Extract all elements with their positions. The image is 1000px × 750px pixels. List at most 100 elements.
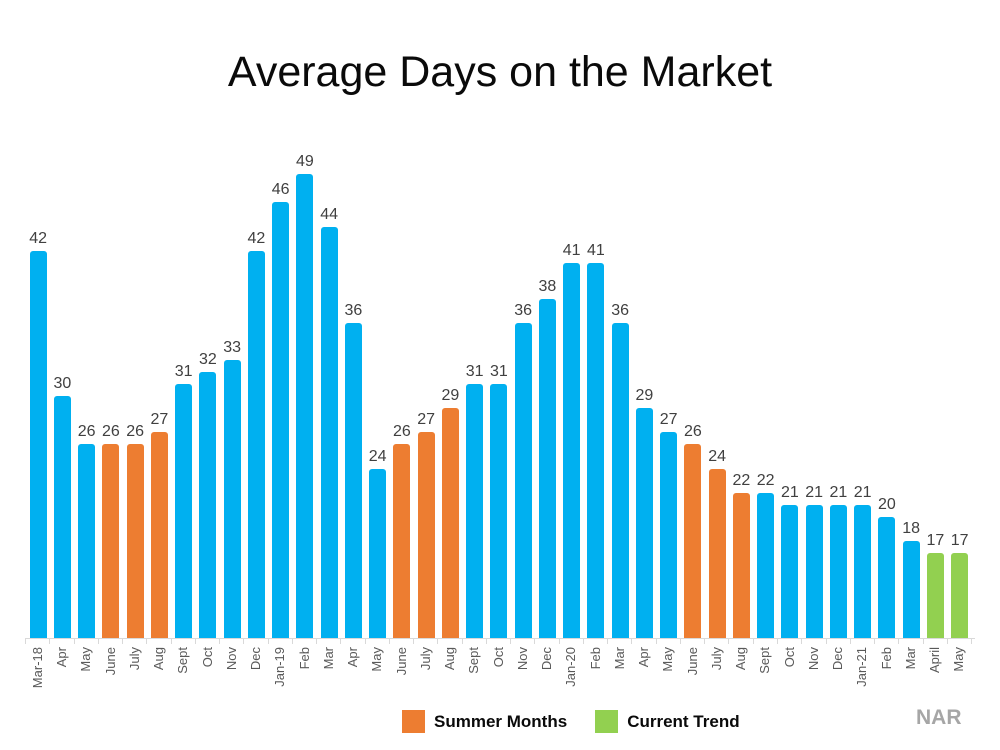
bar-slot: 27	[147, 154, 171, 638]
bar-default	[660, 432, 678, 638]
bar-slot: 21	[802, 154, 826, 638]
bar-value-label: 30	[53, 375, 72, 392]
bar-value-label: 17	[950, 532, 969, 550]
x-axis-label: Aug	[733, 647, 749, 671]
x-axis-label: Mar	[320, 647, 336, 670]
bar-slot: 18	[899, 154, 923, 638]
x-axis-label: June	[393, 647, 409, 676]
x-axis-label: Jan-21	[854, 647, 870, 687]
axis-tick	[73, 638, 75, 644]
bar-value-label: 26	[101, 423, 120, 441]
bar-default	[29, 250, 47, 638]
x-axis-label: Dec	[248, 647, 264, 671]
x-axis-label-slot: Apr	[341, 647, 365, 667]
bar-default	[902, 541, 920, 638]
x-axis-label-slot: Mar	[608, 647, 632, 669]
bar-slot: 22	[729, 154, 753, 638]
legend-swatch-summer	[402, 710, 425, 733]
bar-value-label: 24	[708, 447, 727, 465]
bar-slot: 31	[172, 154, 196, 638]
x-axis-label-slot: Oct	[196, 647, 220, 667]
x-axis-label-slot: Apr	[632, 647, 656, 667]
bar-slot: 24	[366, 154, 390, 638]
bar-default	[320, 226, 338, 638]
legend-label: Summer Months	[434, 712, 568, 731]
bar-value-label: 27	[150, 411, 169, 429]
axis-tick	[971, 638, 972, 644]
bar-value-label: 26	[392, 423, 411, 441]
x-axis-label-slot: May	[366, 647, 390, 672]
axis-tick	[825, 638, 827, 644]
x-axis-label-slot: Dec	[244, 647, 268, 670]
x-axis-label: July	[417, 647, 433, 671]
bar-value-label: 26	[126, 423, 145, 441]
x-axis-labels: Mar-18 Apr May June July Aug Sept Oct Nov Dec Jan-…	[26, 647, 972, 709]
x-axis-label: July	[708, 647, 724, 671]
bar-default	[247, 250, 265, 638]
bar-value-label: 26	[77, 423, 96, 441]
axis-tick	[485, 638, 487, 644]
x-axis-label-slot: Dec	[826, 647, 850, 670]
x-axis-label: Mar	[902, 647, 918, 670]
bar-slot: 30	[50, 154, 74, 638]
bar-summer	[417, 432, 435, 638]
bar-value-label: 21	[780, 483, 799, 501]
x-axis-label: May	[369, 647, 385, 672]
x-axis-label: Apr	[636, 647, 652, 668]
bar-slot: 29	[632, 154, 656, 638]
bar-default	[611, 323, 629, 638]
bar-value-label: 42	[247, 229, 266, 247]
x-axis-label-slot: May	[948, 647, 972, 672]
x-axis-label: Oct	[490, 647, 506, 668]
plot-area: 42 30 26 26 26 27 31 32 33 42 46 49 44 36 24 26 27 29 31 31…	[26, 154, 972, 638]
bar-value-label: 41	[586, 241, 605, 259]
axis-tick	[704, 638, 706, 644]
legend-item-trend: Current Trend	[595, 710, 740, 733]
x-axis-label-slot: Aug	[147, 647, 171, 670]
x-axis-label: Nov	[223, 647, 239, 671]
axis-tick	[922, 638, 924, 644]
x-axis-label-slot: May	[75, 647, 99, 672]
bar-value-label: 29	[635, 387, 654, 405]
bar-trend	[951, 553, 969, 638]
x-axis-label: Apr	[345, 647, 361, 668]
x-axis-label-slot: Jan-20	[560, 647, 584, 687]
axis-tick	[728, 638, 730, 644]
x-axis-label-slot: July	[414, 647, 438, 670]
x-axis-label: Apr	[54, 647, 70, 668]
axis-tick	[655, 638, 657, 644]
axis-tick	[243, 638, 245, 644]
axis-tick	[679, 638, 681, 644]
bar-default	[344, 323, 362, 638]
bar-default	[781, 504, 799, 638]
bar-value-label: 36	[611, 302, 630, 320]
bar-default	[587, 262, 605, 638]
x-axis-label: May	[660, 647, 676, 672]
bar-value-label: 31	[174, 362, 193, 380]
bar-slot: 27	[657, 154, 681, 638]
bar-summer	[393, 444, 411, 638]
bar-value-label: 24	[368, 447, 387, 465]
bar-slot: 36	[511, 154, 535, 638]
bar-value-label: 41	[562, 241, 581, 259]
x-axis-label: Feb	[878, 647, 894, 670]
x-axis-label-slot: Mar	[899, 647, 923, 669]
x-axis-label: June	[102, 647, 118, 676]
bar-value-label: 29	[441, 387, 460, 405]
x-axis-label: Jan-20	[563, 647, 579, 687]
x-axis-label-slot: Aug	[729, 647, 753, 670]
bar-summer	[150, 432, 168, 638]
bar-summer	[441, 408, 459, 638]
legend-label: Current Trend	[627, 712, 740, 731]
bar-default	[199, 371, 217, 638]
bar-slot: 21	[851, 154, 875, 638]
x-axis-label: Jan-19	[272, 647, 288, 687]
bar-value-label: 27	[417, 411, 436, 429]
x-axis-label-slot: April	[923, 647, 947, 673]
x-axis-label-slot: Feb	[293, 647, 317, 669]
bar-value-label: 22	[732, 471, 751, 489]
bar-slot: 46	[269, 154, 293, 638]
x-axis-label-slot: July	[705, 647, 729, 670]
x-axis-label-slot: Oct	[487, 647, 511, 667]
